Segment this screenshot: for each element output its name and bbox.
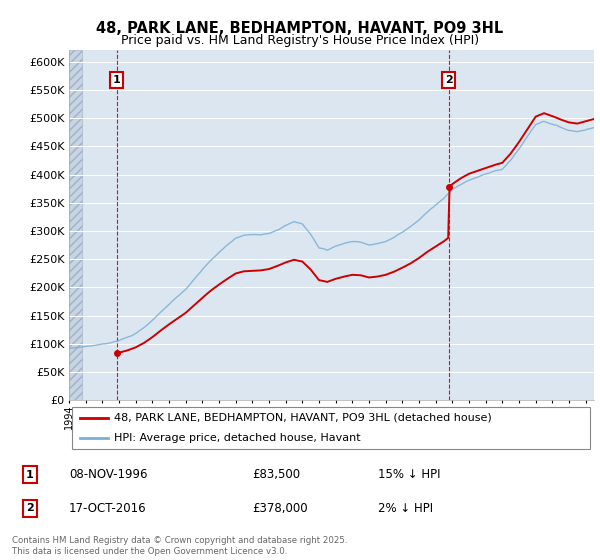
Text: £378,000: £378,000 — [252, 502, 308, 515]
Text: 48, PARK LANE, BEDHAMPTON, HAVANT, PO9 3HL: 48, PARK LANE, BEDHAMPTON, HAVANT, PO9 3… — [97, 21, 503, 36]
Text: Price paid vs. HM Land Registry's House Price Index (HPI): Price paid vs. HM Land Registry's House … — [121, 34, 479, 46]
Text: 2: 2 — [445, 75, 453, 85]
Text: 1: 1 — [113, 75, 121, 85]
Text: 2: 2 — [26, 503, 34, 513]
Text: HPI: Average price, detached house, Havant: HPI: Average price, detached house, Hava… — [113, 433, 360, 443]
Text: 2% ↓ HPI: 2% ↓ HPI — [378, 502, 433, 515]
Text: 17-OCT-2016: 17-OCT-2016 — [69, 502, 146, 515]
Text: 1: 1 — [26, 470, 34, 479]
Polygon shape — [69, 50, 82, 400]
Text: Contains HM Land Registry data © Crown copyright and database right 2025.
This d: Contains HM Land Registry data © Crown c… — [12, 536, 347, 556]
Text: 48, PARK LANE, BEDHAMPTON, HAVANT, PO9 3HL (detached house): 48, PARK LANE, BEDHAMPTON, HAVANT, PO9 3… — [113, 413, 491, 423]
FancyBboxPatch shape — [71, 407, 590, 449]
Text: £83,500: £83,500 — [252, 468, 300, 482]
Text: 08-NOV-1996: 08-NOV-1996 — [69, 468, 148, 482]
Text: 15% ↓ HPI: 15% ↓ HPI — [378, 468, 440, 482]
